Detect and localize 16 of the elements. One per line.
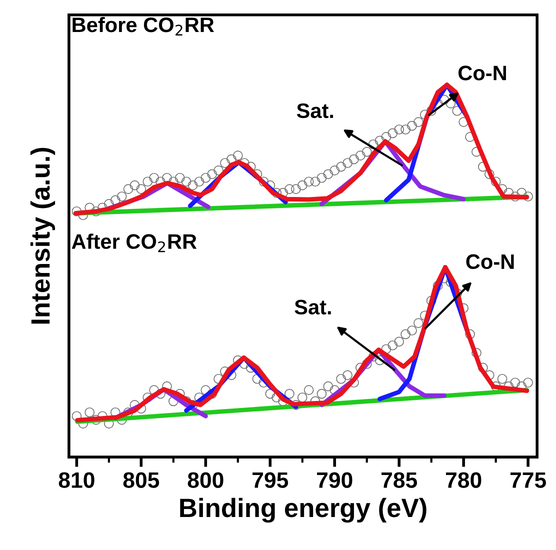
text: Before CO$_{2}$RR (72, 16, 214, 36)
annotation: Sat. (294, 300, 331, 315)
x-tick-label: 785 (382, 472, 418, 488)
x-tick-label: 805 (123, 472, 160, 488)
x-tick-label: 800 (188, 472, 224, 488)
annotation: Sat. (296, 103, 334, 118)
x-tick-label: 810 (58, 472, 94, 488)
annotation: Co-N (458, 66, 506, 80)
annotation: After CO$_{2}$RR (72, 234, 197, 252)
y-axis-title: Intensity (a.u.) (30, 148, 56, 324)
x-tick-label: 790 (317, 472, 352, 488)
x-tick-label: 780 (446, 472, 482, 488)
x-axis-title: Binding energy (eV) (180, 498, 426, 523)
annotation: Co-N (466, 254, 514, 270)
x-tick-label: 775 (510, 472, 546, 488)
x-tick-label: 795 (252, 472, 288, 488)
